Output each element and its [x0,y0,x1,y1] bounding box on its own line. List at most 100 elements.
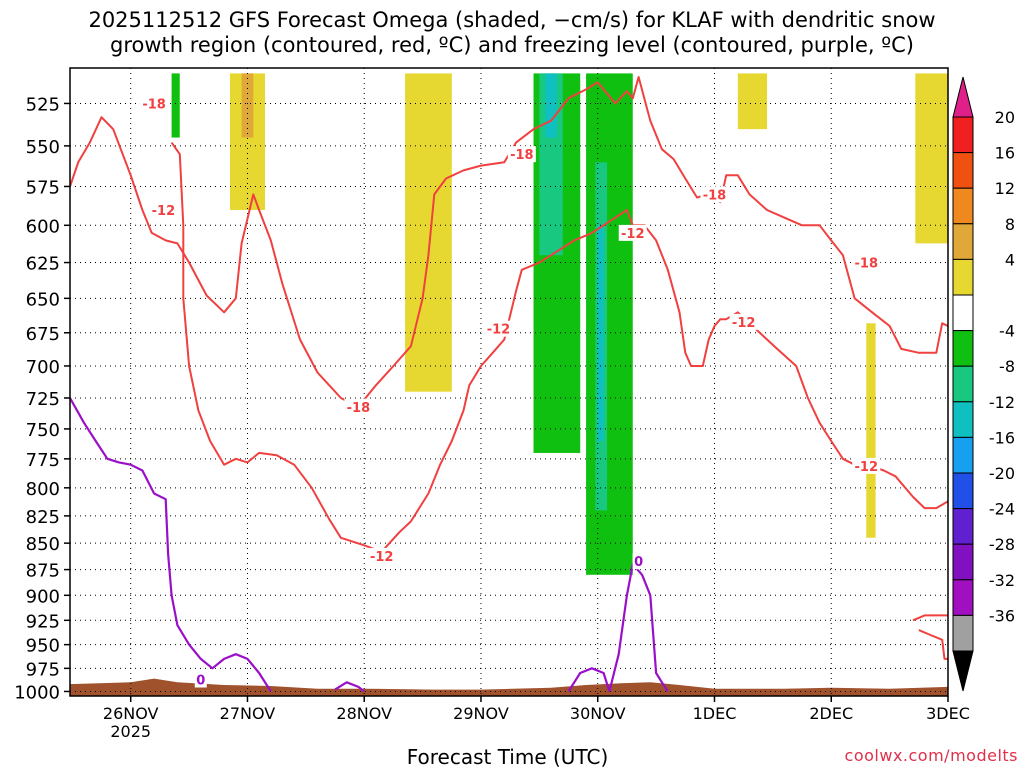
y-tick-label: 975 [26,659,60,680]
y-tick-label: 950 [26,636,60,657]
colorbar-box [952,223,974,260]
y-tick-label: 850 [26,534,60,555]
colorbar-label: 12 [995,179,1015,198]
x-tick-label: 30NOV [570,704,626,723]
x-tick-sublabel: 2025 [110,722,151,741]
colorbar-label: -4 [999,322,1015,341]
plot-frame [69,67,949,697]
colorbar-box [952,187,974,225]
colorbar-label: 8 [1005,215,1015,234]
colorbar-label: -8 [999,357,1015,376]
omega-shade-region [171,73,180,138]
x-tick-label: 29NOV [453,704,509,723]
colorbar-label: 20 [995,108,1015,127]
freezing-level-contour [334,681,365,693]
dgz-contour-label-bg [618,224,647,241]
contour-labels: -18 -12 -18 -12 -12 -18 -12 -18 -12 -18 -12 0 0 [140,95,881,689]
colorbar-box [952,614,974,652]
freezing-level-contour [608,563,669,692]
dgz-contour-label-bg [507,146,536,163]
dgz-contour-label-bg [700,186,729,203]
dgz-contour-minus12 [170,142,948,553]
dgz-contour-label-bg [140,95,169,112]
y-tick-label: 750 [26,420,60,441]
y-tick-label: 825 [26,507,60,528]
colorbar-box [952,508,974,545]
dgz-contour-label-bg [852,457,881,474]
y-tick-label: 875 [26,561,60,582]
y-tick-label: 900 [26,586,60,607]
omega-shade-region [241,73,254,138]
colorbar-label: -12 [989,393,1015,412]
dgz-contour-label: -18 [855,257,879,272]
dgz-contour-minus12 [912,614,948,622]
omega-shade-region [545,73,557,138]
colorbar-box [952,258,974,296]
freezing-contour-label: 0 [196,674,205,689]
colorbar-box [952,436,974,474]
colorbar-box [952,543,974,581]
y-tick-label: 725 [26,389,60,410]
y-tick-label: 625 [26,254,60,275]
dgz-contour-label: -12 [621,227,645,242]
dgz-contour-label: -18 [142,97,166,112]
y-tick-label: 675 [26,324,60,345]
y-tick-label: 650 [26,289,60,310]
colorbar-box [952,472,974,510]
dgz-contour-label: -12 [152,204,176,219]
x-tick-label: 3DEC [926,704,970,723]
colorbar: 20 16 12 8 4 -4 -8 -12 -16 -20 -24 -28 -32 -36 [952,76,1015,692]
colorbar-label: -20 [989,464,1015,483]
dgz-contour-label-bg [852,254,881,271]
colorbar-box [952,152,974,189]
dgz-contour-label: -12 [732,316,756,331]
x-tick-label: 28NOV [336,704,392,723]
y-tick-label: 525 [26,94,60,115]
colorbar-label: -24 [989,500,1015,519]
terrain-surface [70,678,948,696]
x-tick-label: 27NOV [220,704,276,723]
colorbar-top-triangle [952,76,974,118]
y-tick-label: 600 [26,216,60,237]
colorbar-box [952,365,974,403]
y-tick-label: 800 [26,479,60,500]
chart-title-line1: 2025112512 GFS Forecast Omega (shaded, −… [88,8,936,32]
colorbar-label: -28 [989,535,1015,554]
grid-lines [70,68,949,696]
freezing-level-contour [70,397,272,692]
dgz-contour-label: -18 [703,188,727,203]
dgz-contour-label: -12 [855,460,879,475]
dgz-contour-label-bg [149,201,178,218]
y-tick-label: 925 [26,611,60,632]
y-axis: 525 550 575 600 625 650 675 700 725 750 775 800 825 8… [14,94,70,703]
terrain-fill [70,678,948,696]
x-tick-label: 1DEC [693,704,737,723]
dgz-contour-label-bg [484,320,513,337]
omega-shade-region [737,73,768,130]
dgz-contour-label: -12 [487,323,511,338]
colorbar-label: -36 [989,606,1015,625]
colorbar-label: 4 [1005,250,1015,269]
colorbar-bottom-triangle [952,650,974,692]
y-tick-label: 700 [26,357,60,378]
y-tick-label: 775 [26,450,60,471]
dgz-contour-label: -18 [510,148,534,163]
dgz-contour-minus12 [918,629,948,660]
y-tick-label: 550 [26,137,60,158]
colorbar-label: -32 [989,571,1015,590]
colorbar-box [952,579,974,616]
dgz-contour-label: -12 [370,550,394,565]
dgz-contour-label-bg [344,398,373,415]
y-tick-label: 575 [26,177,60,198]
contour-lines [70,76,948,693]
x-axis-title: Forecast Time (UTC) [406,745,609,769]
dgz-contour-label: -18 [347,401,371,416]
omega-shade-region [586,73,633,575]
colorbar-label: 16 [995,144,1015,163]
freezing-contour-label-bg [632,553,645,570]
freezing-contour-label: 0 [634,555,643,570]
freezing-contour-label-bg [194,671,207,688]
colorbar-box [952,116,974,154]
